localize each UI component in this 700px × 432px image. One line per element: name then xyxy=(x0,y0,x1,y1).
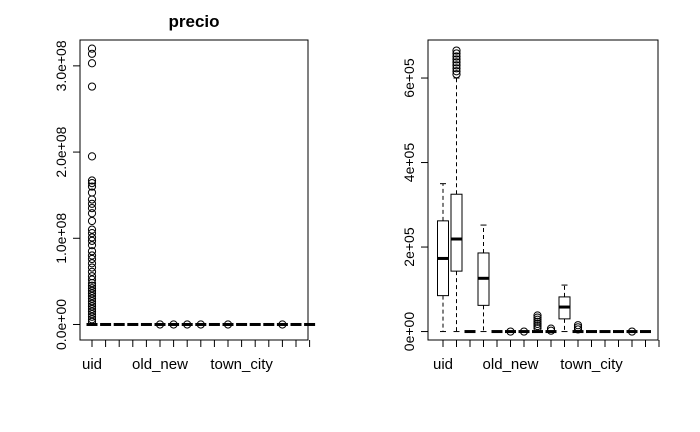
outlier-point xyxy=(87,241,97,250)
outlier-point xyxy=(87,199,97,208)
outlier-point xyxy=(87,233,97,242)
left-boxplot-panel: 0.0e+00 1.0e+08 2.0e+08 3.0e+08 uid old_new to… xyxy=(53,39,316,373)
outlier-point xyxy=(169,320,178,329)
outlier-point xyxy=(506,327,515,336)
outlier-point xyxy=(452,46,461,55)
outlier-point xyxy=(87,59,97,68)
outlier-point xyxy=(87,225,97,234)
y-tick-label: 6e+05 xyxy=(401,58,417,98)
outlier-point xyxy=(452,52,461,61)
outlier-point xyxy=(533,324,542,333)
outlier-point xyxy=(87,317,97,326)
box xyxy=(450,77,463,333)
y-tick-label: 2e+05 xyxy=(401,227,417,267)
outlier-point xyxy=(452,49,461,58)
outlier-point xyxy=(87,312,97,321)
outlier-point xyxy=(183,320,192,329)
outlier-point xyxy=(87,216,97,226)
box xyxy=(437,183,449,333)
x-category-label: old_new xyxy=(483,356,539,373)
outlier-point xyxy=(87,279,97,288)
y-tick-label: 4e+05 xyxy=(401,143,417,183)
outlier-point xyxy=(546,326,556,335)
y-tick-label: 3.0e+08 xyxy=(53,40,69,91)
outlier-point xyxy=(452,61,461,70)
outlier-point xyxy=(87,236,97,245)
outlier-point xyxy=(87,195,97,204)
outlier-point xyxy=(87,299,97,308)
chart-title: precio xyxy=(168,12,219,31)
outlier-point xyxy=(452,58,461,67)
box xyxy=(477,224,490,333)
outlier-point xyxy=(87,251,97,260)
outlier-point xyxy=(533,311,542,320)
outlier-point xyxy=(87,254,97,264)
x-category-label: uid xyxy=(433,356,453,373)
outlier-point xyxy=(87,229,97,238)
outlier-point xyxy=(87,289,97,298)
box-iqr xyxy=(450,193,463,272)
outlier-point xyxy=(452,70,461,79)
outlier-point xyxy=(627,327,637,336)
outlier-point xyxy=(87,209,97,218)
outlier-point xyxy=(87,297,97,306)
outlier-point xyxy=(223,320,233,329)
x-category-label: town_city xyxy=(560,356,623,373)
outlier-point xyxy=(87,286,97,295)
outlier-point xyxy=(87,304,97,314)
x-category-label: uid xyxy=(82,356,102,373)
plot-frame xyxy=(79,39,309,341)
outlier-point xyxy=(196,320,205,329)
outlier-point xyxy=(87,267,97,276)
outlier-point xyxy=(573,325,583,334)
outlier-point xyxy=(533,315,542,324)
outlier-point xyxy=(155,320,165,329)
outlier-point xyxy=(87,275,97,284)
outlier-point xyxy=(533,313,542,322)
outlier-point xyxy=(87,259,97,268)
outlier-point xyxy=(87,152,97,161)
outlier-point xyxy=(533,319,542,329)
outlier-point xyxy=(573,321,583,330)
outlier-point xyxy=(546,324,556,333)
outlier-point xyxy=(87,179,97,188)
outlier-point xyxy=(452,55,461,64)
right-boxplot-panel: 0e+00 2e+05 4e+05 6e+05 uid old_new town_city xyxy=(401,39,660,373)
plot-frame xyxy=(427,39,659,341)
outlier-point xyxy=(533,317,542,326)
outlier-point xyxy=(87,247,97,256)
x-category-label: old_new xyxy=(132,356,188,373)
outlier-point xyxy=(87,44,97,53)
outlier-point xyxy=(452,67,461,76)
y-tick-label: 0e+00 xyxy=(401,312,417,352)
outlier-point xyxy=(87,307,97,316)
outlier-point xyxy=(452,64,461,73)
y-tick-label: 0.0e+00 xyxy=(53,299,69,350)
outlier-point xyxy=(87,302,97,311)
outlier-point xyxy=(87,182,97,191)
outlier-point xyxy=(573,323,583,332)
outlier-point xyxy=(87,284,97,293)
outlier-point xyxy=(87,310,97,319)
y-tick-label: 1.0e+08 xyxy=(53,213,69,264)
outlier-point xyxy=(87,204,97,213)
x-category-label: town_city xyxy=(210,356,273,373)
outlier-point xyxy=(533,321,542,331)
outlier-point xyxy=(87,294,97,303)
outlier-point xyxy=(87,176,97,185)
y-tick-label: 2.0e+08 xyxy=(53,126,69,177)
box xyxy=(558,284,571,333)
outlier-point xyxy=(87,49,97,58)
outlier-point xyxy=(519,327,529,336)
outlier-point xyxy=(87,82,97,91)
outlier-point xyxy=(87,281,97,290)
outlier-point xyxy=(278,320,287,329)
outlier-point xyxy=(87,291,97,301)
outlier-point xyxy=(87,263,97,272)
outlier-point xyxy=(87,315,97,324)
